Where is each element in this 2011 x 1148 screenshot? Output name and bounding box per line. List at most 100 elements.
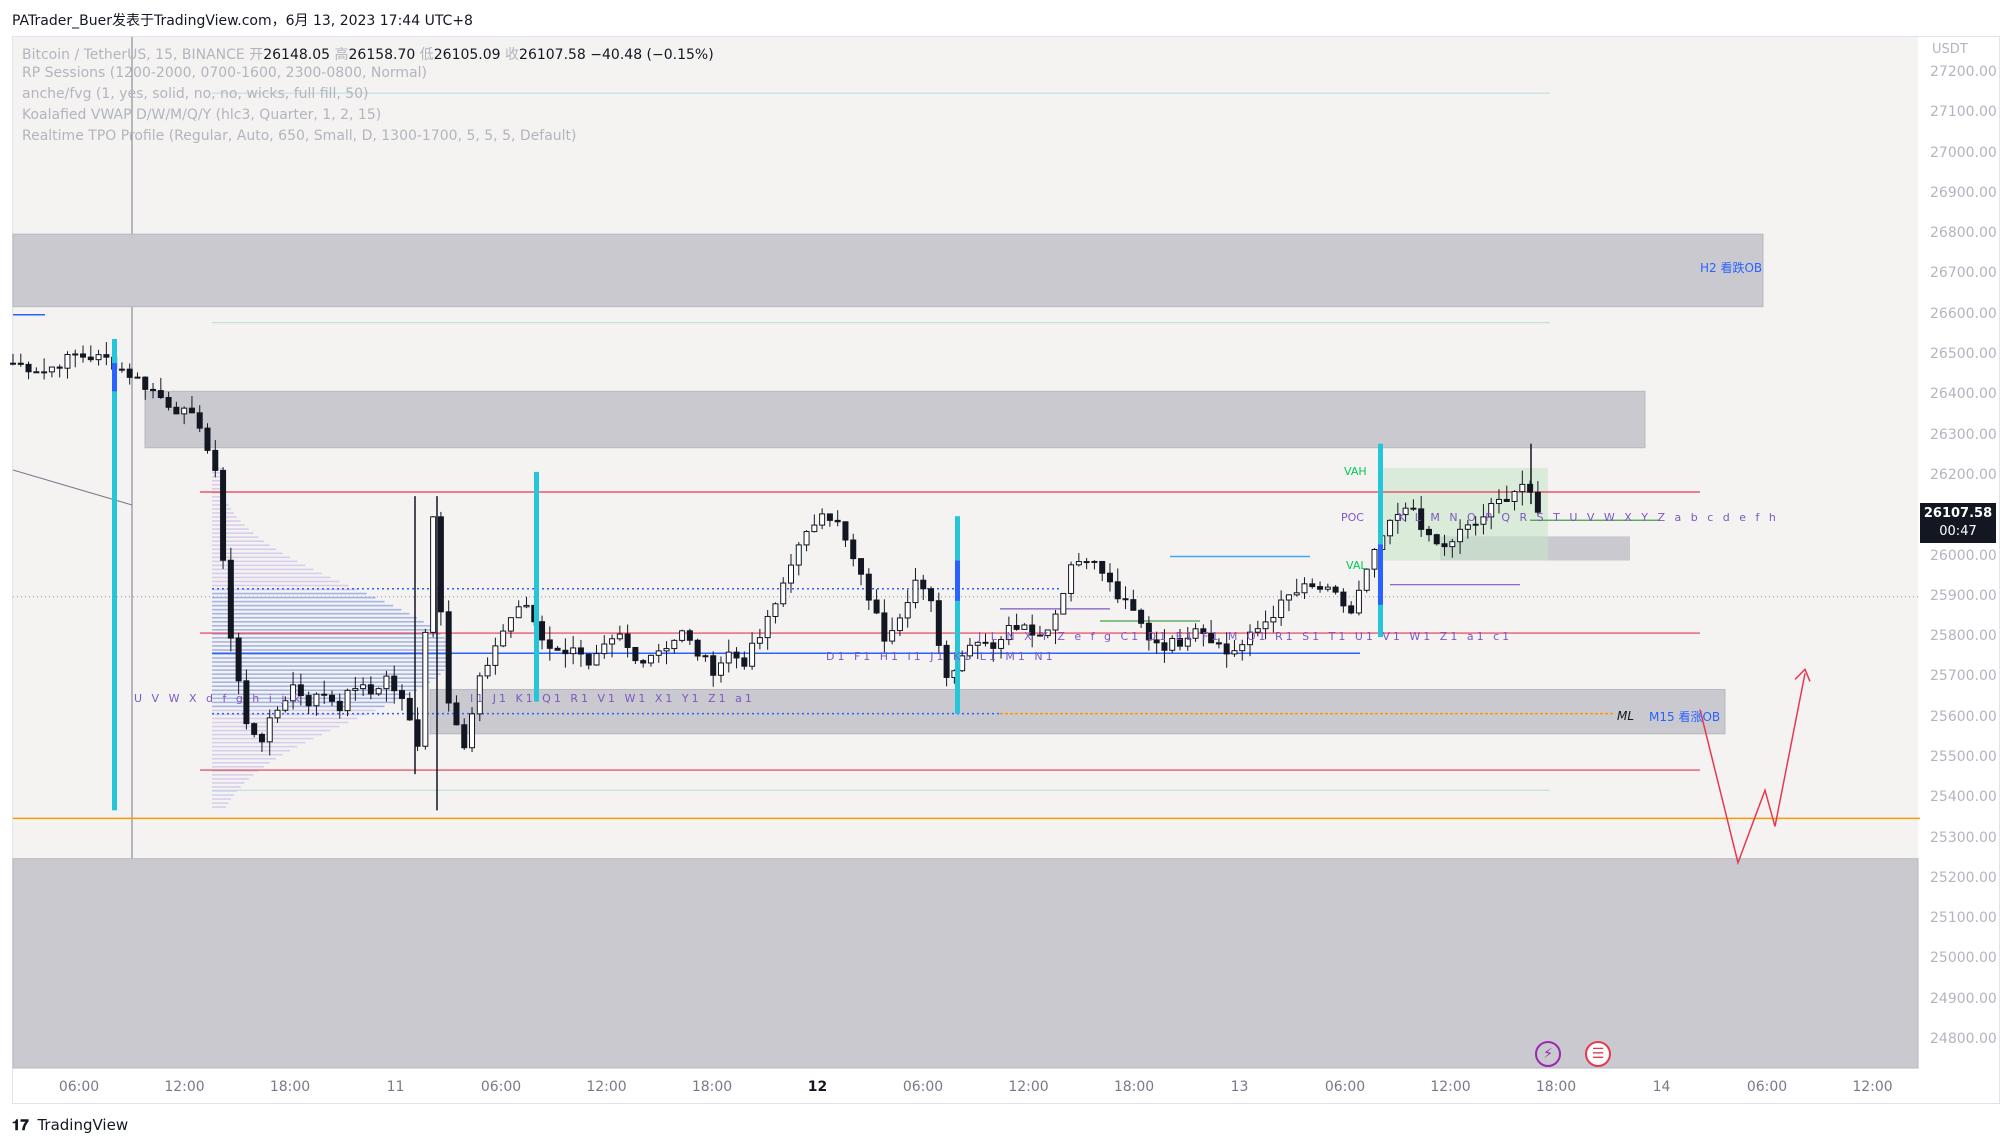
candle-body bbox=[173, 406, 180, 415]
candle-body bbox=[297, 684, 304, 697]
lightning-icon[interactable]: ⚡ bbox=[1535, 1041, 1561, 1067]
profile-bar bbox=[212, 588, 358, 591]
profile-bar bbox=[212, 556, 290, 559]
candle-body bbox=[1106, 572, 1113, 583]
candle-body bbox=[461, 724, 468, 749]
legend-indicator-fvg[interactable]: anche/fvg (1, yes, solid, no, no, wicks,… bbox=[22, 86, 369, 102]
session-bar bbox=[1378, 443, 1383, 638]
footer-brand[interactable]: 𝟏𝟕 TradingView bbox=[12, 1116, 128, 1134]
legend-indicator-vwap[interactable]: Koalafied VWAP D/W/M/Q/Y (hlc3, Quarter,… bbox=[22, 107, 382, 123]
profile-bar bbox=[212, 520, 241, 522]
candle-body bbox=[258, 733, 265, 743]
candle-body bbox=[1005, 625, 1012, 641]
candle-body bbox=[647, 654, 654, 664]
candle-body bbox=[1161, 642, 1168, 651]
profile-bar bbox=[212, 770, 259, 772]
candle-body bbox=[889, 630, 896, 642]
profile-bar bbox=[212, 701, 394, 704]
candle-body bbox=[375, 688, 382, 695]
x-tick-label: 06:00 bbox=[902, 1079, 944, 1095]
profile-bar bbox=[212, 761, 270, 764]
profile-bar bbox=[212, 689, 417, 692]
candle-body bbox=[515, 606, 522, 619]
candle-body bbox=[181, 407, 188, 415]
candle-body bbox=[399, 690, 405, 699]
candle-body bbox=[834, 519, 841, 523]
profile-bar bbox=[212, 721, 349, 724]
candle-body bbox=[998, 639, 1005, 649]
projection-path bbox=[1699, 673, 1806, 866]
session-bar-accent bbox=[955, 560, 960, 601]
profile-bar bbox=[212, 479, 224, 482]
candle-body bbox=[290, 684, 297, 702]
zone-label-ml: ML bbox=[1617, 709, 1635, 723]
legend-indicator-tpo[interactable]: Realtime TPO Profile (Regular, Auto, 650… bbox=[22, 128, 577, 144]
y-tick-label: 25200.00 bbox=[1930, 869, 1997, 886]
candle-body bbox=[1138, 609, 1145, 624]
candle-body bbox=[756, 637, 763, 644]
profile-bar bbox=[212, 580, 340, 583]
profile-bar bbox=[212, 786, 241, 788]
legend-low-label: 低 bbox=[419, 47, 434, 63]
candle-body bbox=[912, 579, 919, 604]
legend-open-label: 开 bbox=[249, 47, 264, 63]
y-tick-label: 26800.00 bbox=[1930, 225, 1997, 242]
y-tick-label: 25400.00 bbox=[1930, 789, 1997, 806]
candle-body bbox=[1262, 621, 1269, 630]
candle-body bbox=[266, 717, 273, 743]
candle-body bbox=[507, 617, 514, 632]
candle-body bbox=[943, 644, 950, 678]
candle-body bbox=[982, 641, 989, 644]
y-tick-label: 26500.00 bbox=[1930, 346, 1997, 363]
candle-body bbox=[165, 397, 172, 408]
us-flag-icon[interactable]: ☰ bbox=[1585, 1041, 1611, 1067]
candle-body bbox=[1083, 561, 1090, 564]
candle-body bbox=[1075, 561, 1082, 566]
candle-body bbox=[1387, 519, 1394, 537]
candle-body bbox=[873, 599, 880, 614]
profile-bar bbox=[212, 524, 245, 526]
profile-bar bbox=[212, 536, 259, 538]
y-tick-label: 24900.00 bbox=[1930, 990, 1997, 1007]
session-bar bbox=[534, 471, 539, 702]
profile-bar bbox=[212, 488, 224, 490]
candle-body bbox=[717, 662, 724, 676]
tradingview-logo-icon: 𝟏𝟕 bbox=[12, 1116, 29, 1134]
x-tick-label: 06:00 bbox=[58, 1079, 100, 1095]
candle-body bbox=[523, 604, 530, 608]
candle-body bbox=[134, 376, 141, 379]
candle-body bbox=[1285, 594, 1292, 601]
legend-low: 26105.09 bbox=[433, 47, 501, 63]
candle-body bbox=[336, 700, 343, 712]
candle-body bbox=[1231, 650, 1238, 655]
footer-brand-name: TradingView bbox=[37, 1116, 129, 1134]
candle-body bbox=[1208, 632, 1215, 644]
profile-bar bbox=[212, 528, 249, 530]
profile-bar bbox=[212, 633, 441, 635]
candle-body bbox=[196, 412, 203, 429]
chart-frame[interactable] bbox=[12, 36, 2000, 1104]
candle-body bbox=[741, 657, 748, 667]
candle-body bbox=[476, 675, 483, 715]
candle-body bbox=[344, 689, 351, 712]
candle-body bbox=[188, 407, 195, 414]
candle-body bbox=[1044, 629, 1051, 637]
zone-m15-bullish-ob bbox=[429, 688, 1726, 735]
candle-body bbox=[1332, 586, 1339, 593]
candle-body bbox=[150, 388, 157, 392]
candle-body bbox=[103, 354, 110, 358]
candle-body bbox=[539, 621, 546, 641]
profile-bar bbox=[212, 552, 283, 555]
y-tick-label: 26200.00 bbox=[1930, 466, 1997, 483]
legend-indicator-sessions[interactable]: RP Sessions (1200-2000, 0700-1600, 2300-… bbox=[22, 65, 427, 81]
candle-body bbox=[601, 643, 608, 655]
profile-bar bbox=[212, 641, 448, 643]
candle-body bbox=[1488, 503, 1495, 518]
candle-body bbox=[33, 371, 40, 374]
session-bar bbox=[112, 338, 117, 811]
candle-body bbox=[1340, 591, 1347, 607]
y-tick-label: 26300.00 bbox=[1930, 426, 1997, 443]
candle-body bbox=[772, 603, 779, 617]
profile-bar bbox=[212, 802, 229, 804]
